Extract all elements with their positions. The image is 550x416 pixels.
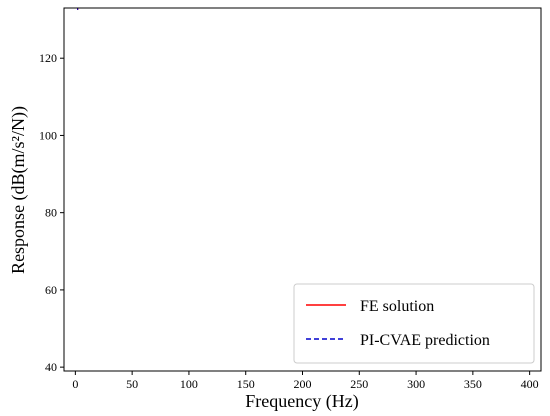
x-tick-label: 300 [407,377,425,391]
x-tick-label: 200 [294,377,312,391]
x-tick-label: 150 [237,377,255,391]
legend-box [293,283,535,364]
x-tick-label: 350 [464,377,482,391]
legend-pi-label: PI-CVAE prediction [360,332,490,349]
y-tick-label: 120 [39,51,57,65]
legend-fe-label: FE solution [360,298,434,315]
y-axis-label: Response (dB(m/s²/N)) [8,106,29,274]
legend: FE solution PI-CVAE prediction [293,283,535,364]
x-axis-label: Frequency (Hz) [245,391,358,412]
pi-cvae-prediction-line-1 [78,0,530,6]
y-tick-label: 40 [45,360,57,374]
fe-solution-line-1 [78,0,530,6]
y-tick-label: 60 [45,283,57,297]
x-axis: 0 50 100 150 200 250 300 350 400 [72,371,539,391]
y-tick-label: 80 [45,206,57,220]
pi-cvae-prediction-line-2 [78,0,530,2]
y-tick-label: 100 [39,128,57,142]
y-axis: 40 60 80 100 120 [39,51,64,374]
x-tick-label: 0 [72,377,78,391]
x-tick-label: 250 [350,377,368,391]
x-tick-label: 400 [521,377,539,391]
fe-solution-line-2 [78,0,530,2]
x-tick-label: 50 [126,377,138,391]
x-tick-label: 100 [180,377,198,391]
